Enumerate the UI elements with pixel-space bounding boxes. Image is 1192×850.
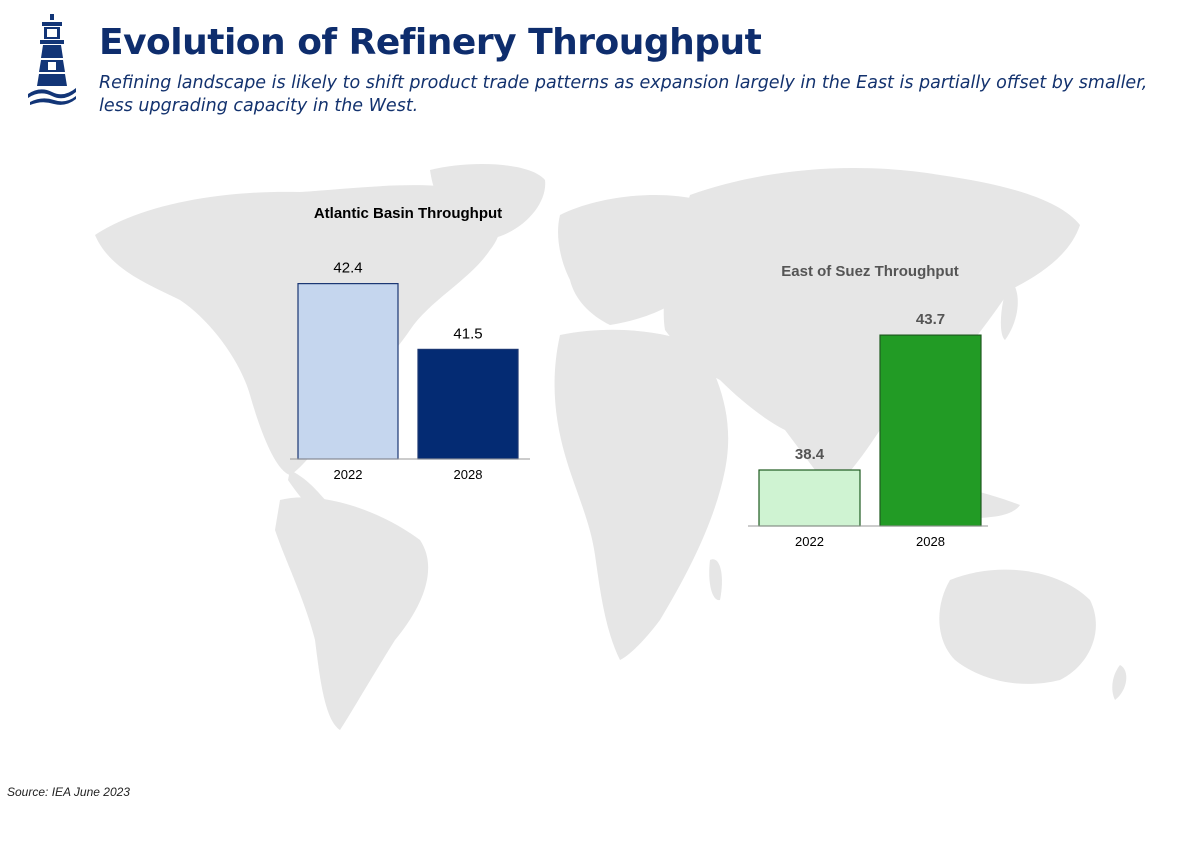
- value-label-2022: 38.4: [795, 446, 825, 463]
- x-tick-2022: 2022: [795, 534, 824, 549]
- africa-shape: [554, 329, 729, 660]
- lighthouse-icon: [28, 14, 76, 105]
- suez-chart-title: East of Suez Throughput: [781, 263, 959, 280]
- x-tick-2028: 2028: [916, 534, 945, 549]
- x-tick-2022: 2022: [334, 467, 363, 482]
- page-title: Evolution of Refinery Throughput: [99, 22, 762, 63]
- suez-bar-group: 38.4 2022 43.7 2028: [758, 311, 982, 549]
- new-zealand-shape: [1112, 665, 1127, 700]
- east-of-suez-chart: East of Suez Throughput 38.4 2022 43.7 2028: [748, 263, 988, 549]
- atlantic-basin-chart: Atlantic Basin Throughput 42.4 2022 41.5 20…: [290, 205, 530, 482]
- asia-shape: [663, 167, 1080, 490]
- value-label-2028: 41.5: [453, 325, 482, 342]
- madagascar-shape: [709, 559, 722, 601]
- bar-2028: [417, 348, 519, 460]
- bar-2022: [297, 283, 399, 460]
- bar-2028: [879, 334, 982, 527]
- australia-shape: [939, 569, 1096, 684]
- japan-shape: [1000, 280, 1018, 340]
- atlantic-bar-group: 42.4 2022 41.5 2028: [297, 260, 519, 482]
- atlantic-chart-title: Atlantic Basin Throughput: [314, 205, 502, 222]
- source-note: Source: IEA June 2023: [7, 785, 130, 799]
- greenland-shape: [430, 164, 546, 240]
- page-subtitle: Refining landscape is likely to shift pr…: [99, 73, 1148, 116]
- value-label-2028: 43.7: [916, 311, 945, 328]
- south-america-shape: [275, 497, 429, 730]
- bar-2022: [758, 469, 861, 527]
- value-label-2022: 42.4: [333, 260, 362, 277]
- x-tick-2028: 2028: [454, 467, 483, 482]
